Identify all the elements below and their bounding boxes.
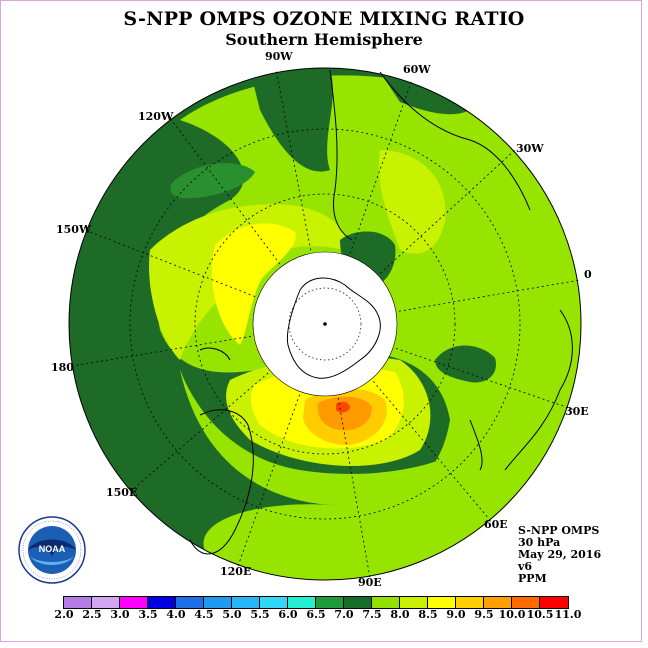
color-scale-cell bbox=[64, 597, 92, 608]
ozone-region-8.5-9.0-west bbox=[211, 223, 296, 345]
color-scale-label: 6.5 bbox=[306, 608, 326, 621]
color-scale-label: 9.0 bbox=[446, 608, 466, 621]
color-scale-label: 2.0 bbox=[54, 608, 74, 621]
color-scale-cell bbox=[540, 597, 568, 608]
lon-label-30e: 30E bbox=[565, 405, 589, 418]
color-scale-cell bbox=[484, 597, 512, 608]
ozone-pocket-indian-ocean bbox=[435, 345, 496, 383]
color-scale-label: 3.0 bbox=[110, 608, 130, 621]
color-scale-label: 4.5 bbox=[194, 608, 214, 621]
latitude-circle bbox=[129, 128, 521, 520]
color-scale-cell bbox=[428, 597, 456, 608]
madagascar-outline bbox=[469, 419, 483, 471]
lon-label-60w: 60W bbox=[403, 63, 431, 76]
color-scale-cell bbox=[120, 597, 148, 608]
graticule bbox=[71, 69, 581, 579]
new-zealand-outline bbox=[199, 347, 231, 361]
info-version: v6 bbox=[518, 560, 533, 573]
color-scale-cell bbox=[400, 597, 428, 608]
color-scale-label: 7.5 bbox=[362, 608, 382, 621]
color-scale-cell bbox=[148, 597, 176, 608]
polar-graticule bbox=[288, 287, 362, 361]
meridian-line bbox=[324, 79, 413, 325]
info-units: PPM bbox=[518, 572, 547, 585]
color-scale-label: 8.0 bbox=[390, 608, 410, 621]
info-date: May 29, 2016 bbox=[518, 548, 602, 561]
ozone-region-south-band bbox=[180, 370, 460, 506]
color-scale-cell bbox=[92, 597, 120, 608]
south-america-east-outline bbox=[379, 71, 531, 211]
color-scale-label: 5.5 bbox=[250, 608, 270, 621]
color-scale-label: 2.5 bbox=[82, 608, 102, 621]
lon-label-180: 180 bbox=[51, 361, 74, 374]
color-scale-cell bbox=[456, 597, 484, 608]
color-scale-cell bbox=[344, 597, 372, 608]
map-title: S-NPP OMPS OZONE MIXING RATIO bbox=[123, 8, 525, 30]
color-scale-label: 10.5 bbox=[526, 608, 554, 621]
color-scale-label: 11.0 bbox=[554, 608, 582, 621]
info-level: 30 hPa bbox=[518, 536, 561, 549]
lon-label-120e: 120E bbox=[220, 565, 251, 578]
meridian-line bbox=[324, 279, 581, 325]
info-instrument: S-NPP OMPS bbox=[518, 524, 600, 537]
lon-label-150e: 150E bbox=[106, 486, 137, 499]
color-scale-label: 3.5 bbox=[138, 608, 158, 621]
ozone-field bbox=[69, 68, 581, 580]
meridian-line bbox=[324, 323, 576, 411]
color-scale-cell bbox=[176, 597, 204, 608]
color-scale-label: 4.0 bbox=[166, 608, 186, 621]
color-scale-cell bbox=[232, 597, 260, 608]
ozone-pocket-pacific bbox=[170, 162, 255, 199]
meridian-line bbox=[275, 69, 326, 325]
inner-latitude-circle bbox=[288, 287, 362, 361]
lon-label-90w: 90W bbox=[265, 50, 293, 63]
lon-label-90e: 90E bbox=[358, 576, 382, 589]
color-scale-label: 7.0 bbox=[334, 608, 354, 621]
ozone-region-8.0-8.5-north bbox=[379, 150, 446, 254]
map-subtitle: Southern Hemisphere bbox=[225, 30, 423, 49]
ozone-strip-90w bbox=[250, 68, 333, 172]
color-scale-cell bbox=[316, 597, 344, 608]
color-scale-cell bbox=[204, 597, 232, 608]
south-america-outline bbox=[329, 69, 353, 241]
noaa-logo-text: NOAA bbox=[39, 544, 66, 554]
color-scale-cell bbox=[512, 597, 540, 608]
color-scale-cell bbox=[288, 597, 316, 608]
lon-label-120w: 120W bbox=[138, 110, 174, 123]
ozone-region-8.0-8.5-west bbox=[149, 204, 346, 360]
coastlines bbox=[189, 69, 573, 555]
color-scale-label: 10.0 bbox=[498, 608, 526, 621]
color-scale-label: 8.5 bbox=[418, 608, 438, 621]
lon-label-30w: 30W bbox=[516, 142, 544, 155]
ozone-strip-60w bbox=[380, 72, 470, 115]
color-scale-cell bbox=[260, 597, 288, 608]
color-scale-cell bbox=[372, 597, 400, 608]
lon-label-150w: 150W bbox=[56, 223, 92, 236]
south-pole-marker bbox=[323, 322, 327, 326]
color-scale-bar bbox=[63, 596, 569, 609]
lon-label-0: 0 bbox=[584, 268, 592, 281]
noaa-logo: NOAA bbox=[18, 516, 86, 584]
africa-outline bbox=[504, 309, 573, 471]
map-boundary bbox=[68, 67, 582, 581]
ozone-region-9.5-10.0 bbox=[317, 396, 372, 431]
lon-label-60e: 60E bbox=[484, 518, 508, 531]
antarctica-outline bbox=[286, 277, 381, 379]
latitude-circle bbox=[194, 193, 456, 455]
color-scale-label: 6.0 bbox=[278, 608, 298, 621]
product-info: S-NPP OMPS 30 hPa May 29, 2016 v6 PPM bbox=[518, 525, 601, 585]
color-scale-label: 9.5 bbox=[474, 608, 494, 621]
color-scale-label: 5.0 bbox=[222, 608, 242, 621]
